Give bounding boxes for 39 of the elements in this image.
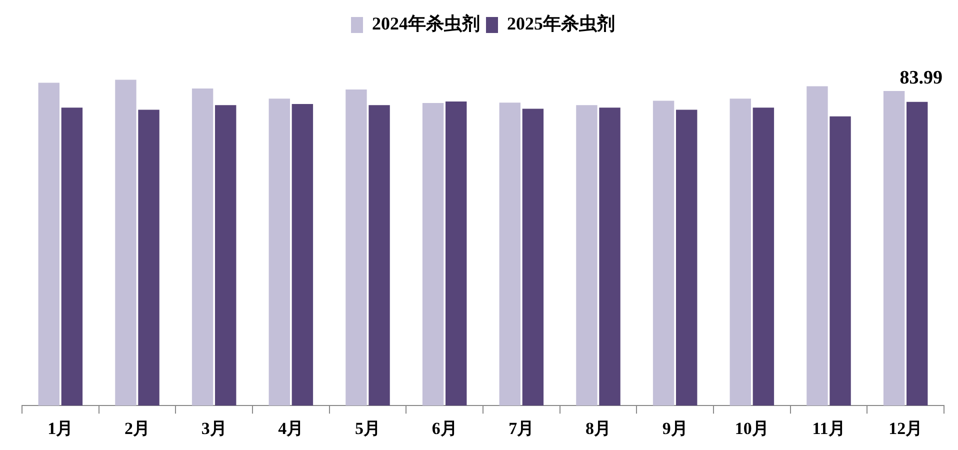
bar xyxy=(215,105,236,406)
bar xyxy=(292,104,314,406)
bar xyxy=(599,108,620,406)
x-tick-label: 5月 xyxy=(355,419,380,438)
x-tick-label: 3月 xyxy=(201,419,227,438)
bar xyxy=(906,102,928,406)
bar xyxy=(652,100,674,406)
bar xyxy=(138,110,160,406)
bar xyxy=(368,105,390,406)
x-tick-label: 4月 xyxy=(278,419,304,438)
bar xyxy=(522,108,544,406)
bar xyxy=(268,98,290,406)
legend-label: 2025年杀虫剂 xyxy=(507,14,615,34)
bar xyxy=(806,86,828,406)
bar xyxy=(38,82,60,406)
legend-label: 2024年杀虫剂 xyxy=(372,14,480,34)
bar xyxy=(676,110,698,406)
bar xyxy=(61,108,83,406)
x-tick-label: 9月 xyxy=(662,419,688,438)
x-tick-label: 8月 xyxy=(586,419,611,438)
x-tick-label: 12月 xyxy=(888,419,923,438)
bar xyxy=(422,102,444,406)
data-label: 83.99 xyxy=(900,67,942,88)
bar xyxy=(883,91,905,406)
bar xyxy=(192,88,214,406)
x-tick-label: 1月 xyxy=(48,419,74,438)
x-tick-label: 10月 xyxy=(734,419,769,438)
x-tick-label: 6月 xyxy=(432,419,458,438)
bar xyxy=(115,80,136,406)
x-tick-label: 11月 xyxy=(812,419,846,438)
bar xyxy=(576,105,598,406)
bar xyxy=(346,90,367,406)
bar xyxy=(446,101,467,406)
x-tick-label: 2月 xyxy=(124,419,150,438)
bar xyxy=(752,108,774,406)
bar xyxy=(499,102,520,406)
x-tick-label: 7月 xyxy=(508,419,534,438)
bar xyxy=(730,98,751,406)
bar xyxy=(830,116,851,406)
